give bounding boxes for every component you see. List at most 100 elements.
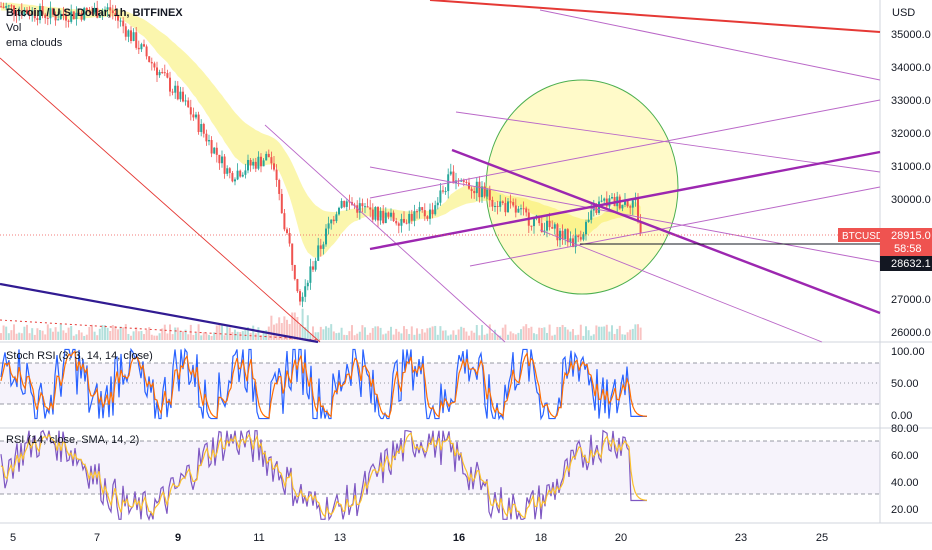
- level-price-tag[interactable]: 28632.1: [880, 256, 932, 271]
- volume-bar: [608, 331, 611, 340]
- symbol-tag-bg: [838, 228, 880, 242]
- volume-bar: [449, 334, 452, 340]
- volume-bar: [205, 333, 208, 340]
- volume-bar: [538, 327, 541, 340]
- drawings-back: [485, 79, 679, 295]
- red-thin-line[interactable]: [0, 57, 321, 343]
- volume-bar: [501, 327, 504, 340]
- volume-bar: [488, 324, 491, 340]
- candle-body: [130, 30, 132, 41]
- stoch-rsi-label[interactable]: Stoch RSI (3, 3, 14, 14, close): [6, 350, 153, 362]
- volume-bar: [434, 325, 437, 340]
- time-tick: 25: [816, 532, 828, 544]
- candle-body: [335, 214, 338, 222]
- candle-body: [494, 205, 496, 207]
- candle-body: [345, 201, 348, 207]
- candle-body: [273, 163, 275, 170]
- volume-bar: [569, 331, 572, 340]
- volume-bar: [104, 325, 106, 340]
- volume-bar: [418, 333, 421, 340]
- volume-bar: [137, 331, 140, 340]
- volume-bar: [540, 327, 543, 340]
- price-pane[interactable]: [0, 0, 880, 340]
- candle-body: [585, 221, 587, 235]
- falling-trendline[interactable]: [451, 148, 881, 315]
- symbol-title[interactable]: Bitcoin / U.S. Dollar, 1h, BITFINEX: [6, 7, 183, 19]
- volume-bar: [475, 325, 478, 340]
- candle-body: [582, 234, 585, 240]
- candle-body: [223, 156, 226, 174]
- candle-body: [158, 71, 161, 76]
- stoch-axis[interactable]: 100.00 50.00 0.00: [891, 346, 925, 422]
- candle-body: [504, 203, 507, 213]
- candle-body: [540, 223, 543, 233]
- volume-bar: [223, 335, 226, 340]
- channel-rising-upper[interactable]: [369, 99, 881, 199]
- candle-body: [265, 153, 268, 161]
- candle-body: [23, 9, 26, 16]
- last-price-tag-bg: [880, 228, 932, 256]
- rsi-label[interactable]: RSI (14, close, SMA, 14, 2): [6, 434, 140, 446]
- channel-desc-upper[interactable]: [455, 111, 881, 173]
- candle-body: [299, 291, 301, 302]
- candle-body: [93, 7, 96, 13]
- candle-body: [119, 20, 122, 22]
- volume-bar: [455, 334, 457, 340]
- candle-body: [486, 189, 489, 197]
- volume-bar: [169, 324, 171, 340]
- candle-body: [475, 181, 478, 194]
- volume-bar: [226, 324, 229, 340]
- volume-bar: [507, 334, 509, 340]
- volume-bar: [283, 316, 286, 340]
- channel-parallel-upper[interactable]: [369, 166, 881, 263]
- volume-bar: [20, 333, 23, 340]
- volume-bar: [257, 327, 260, 340]
- indicator-ema-clouds[interactable]: ema clouds: [6, 37, 63, 49]
- channel-rising-lower[interactable]: [469, 186, 881, 267]
- volume-bar: [431, 326, 434, 340]
- candle-body: [88, 10, 91, 13]
- candle-body: [405, 222, 408, 224]
- volume-bar: [75, 334, 78, 340]
- volume-bar: [153, 335, 156, 340]
- candle-body: [85, 7, 88, 11]
- price-axis[interactable]: 35000.0 34000.0 33000.0 32000.0 31000.0 …: [891, 29, 931, 339]
- navy-support-line[interactable]: [0, 282, 319, 344]
- candle-body: [213, 147, 216, 154]
- time-axis[interactable]: 5 7 9 11 13 16 18 20 23 25: [10, 532, 828, 544]
- volume-bar: [52, 331, 54, 340]
- candle-body: [338, 207, 340, 215]
- indicator-volume[interactable]: Vol: [6, 22, 22, 34]
- volume-bar: [384, 333, 387, 340]
- candle-body: [525, 208, 528, 213]
- highlight-circle[interactable]: [485, 79, 679, 295]
- volume-bar: [57, 331, 60, 340]
- candle-body: [20, 10, 23, 16]
- volume-bar: [301, 308, 304, 340]
- rising-trendline[interactable]: [369, 150, 881, 251]
- volume-bar: [145, 329, 148, 340]
- price-tick: 30000.0: [891, 194, 931, 206]
- red-resistance-line[interactable]: [429, 0, 881, 33]
- volume-bar: [44, 334, 47, 340]
- channel-top-line[interactable]: [539, 9, 881, 81]
- channel-desc-lower[interactable]: [539, 229, 823, 343]
- volume-bar: [312, 326, 314, 340]
- candle-body: [561, 230, 564, 239]
- volume-bar: [254, 333, 257, 340]
- candle-body: [465, 181, 468, 183]
- candle-body: [150, 62, 153, 64]
- candle-body: [600, 200, 603, 202]
- candle-body: [431, 209, 434, 215]
- volume-bar: [278, 317, 281, 340]
- channel-diag-line[interactable]: [264, 124, 506, 343]
- candle-body: [49, 8, 52, 19]
- rsi-axis[interactable]: 80.00 60.00 40.00 20.00: [891, 423, 919, 516]
- red-dotted-line[interactable]: [0, 319, 321, 341]
- volume-bar: [369, 332, 372, 340]
- candle-body: [33, 10, 36, 19]
- volume-bar: [496, 334, 499, 340]
- volume-bar: [345, 335, 348, 340]
- symbol-price-tag[interactable]: BTCUSD 28915.0 58:58: [838, 228, 932, 256]
